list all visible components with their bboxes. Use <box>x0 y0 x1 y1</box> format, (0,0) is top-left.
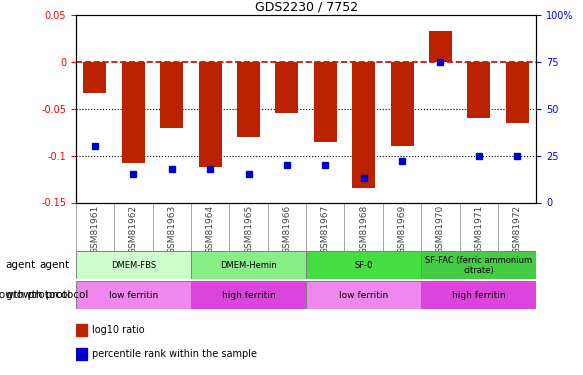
Bar <box>76 348 87 360</box>
Text: low ferritin: low ferritin <box>109 291 158 300</box>
Text: GSM81970: GSM81970 <box>436 205 445 254</box>
Bar <box>76 324 87 336</box>
Text: GSM81965: GSM81965 <box>244 205 253 254</box>
Bar <box>83 62 107 93</box>
Text: DMEM-Hemin: DMEM-Hemin <box>220 261 277 270</box>
FancyBboxPatch shape <box>76 251 191 279</box>
Bar <box>122 62 145 163</box>
Text: low ferritin: low ferritin <box>339 291 388 300</box>
Text: GSM81962: GSM81962 <box>129 205 138 254</box>
Text: GSM81968: GSM81968 <box>359 205 368 254</box>
Bar <box>237 62 260 137</box>
Text: GSM81961: GSM81961 <box>90 205 100 254</box>
Bar <box>314 62 337 142</box>
Text: SF-FAC (ferric ammonium
citrate): SF-FAC (ferric ammonium citrate) <box>425 256 532 275</box>
FancyBboxPatch shape <box>306 281 421 309</box>
FancyBboxPatch shape <box>191 281 306 309</box>
Text: GSM81963: GSM81963 <box>167 205 176 254</box>
Text: high ferritin: high ferritin <box>222 291 275 300</box>
Text: DMEM-FBS: DMEM-FBS <box>111 261 156 270</box>
Text: GSM81971: GSM81971 <box>475 205 483 254</box>
Bar <box>199 62 222 167</box>
Bar <box>429 31 452 62</box>
FancyBboxPatch shape <box>421 281 536 309</box>
Bar <box>391 62 413 146</box>
Bar <box>275 62 298 113</box>
FancyBboxPatch shape <box>76 281 191 309</box>
Title: GDS2230 / 7752: GDS2230 / 7752 <box>255 1 357 14</box>
FancyBboxPatch shape <box>421 251 536 279</box>
Bar <box>505 62 529 123</box>
Text: GSM81972: GSM81972 <box>512 205 522 254</box>
Text: percentile rank within the sample: percentile rank within the sample <box>92 349 257 359</box>
Text: agent: agent <box>6 260 36 270</box>
Text: growth protocol: growth protocol <box>6 290 88 300</box>
FancyBboxPatch shape <box>191 251 306 279</box>
Bar <box>352 62 375 188</box>
Text: high ferritin: high ferritin <box>452 291 505 300</box>
FancyBboxPatch shape <box>306 251 421 279</box>
Text: GSM81964: GSM81964 <box>206 205 215 254</box>
Text: growth protocol: growth protocol <box>0 290 70 300</box>
Text: GSM81966: GSM81966 <box>282 205 292 254</box>
Bar <box>160 62 183 128</box>
Text: SF-0: SF-0 <box>354 261 373 270</box>
Text: log10 ratio: log10 ratio <box>92 325 145 335</box>
Text: GSM81967: GSM81967 <box>321 205 330 254</box>
Text: agent: agent <box>40 260 70 270</box>
Bar <box>467 62 490 118</box>
Text: GSM81969: GSM81969 <box>398 205 406 254</box>
